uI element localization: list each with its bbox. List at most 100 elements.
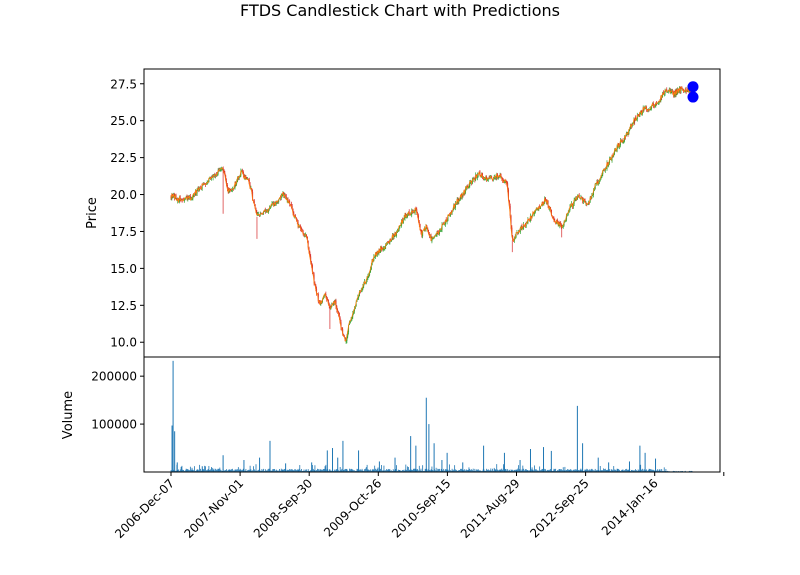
volume-bar [230,469,232,472]
volume-bar [373,469,375,472]
price-ylabel: Price [85,197,100,229]
volume-bar [356,468,358,472]
volume-bar [214,470,216,472]
volume-bar [499,469,501,472]
volume-bar [274,468,275,472]
volume-bar [394,457,396,472]
volume-bar [211,467,212,472]
volume-bar [412,469,413,472]
volume-bar [241,470,243,472]
candle-body [178,197,180,202]
candle-body [481,173,483,177]
candlestick [441,221,443,233]
candle-body [519,228,521,233]
volume-bar [437,468,439,472]
volume-bar [689,470,690,472]
volume-bar [603,468,605,472]
candle-body [509,205,511,216]
volume-bar [648,468,650,472]
volume-bar [574,470,576,472]
volume-bar [288,469,290,472]
volume-bar [310,470,312,472]
volume-bar [368,469,370,472]
volume-bar [370,470,372,472]
candle-body [548,205,550,209]
candle-body [560,222,562,226]
volume-bar [496,464,498,472]
volume-bar [340,470,342,472]
volume-bar [285,470,287,472]
candle-body [512,236,514,241]
volume-bar [618,469,620,472]
volume-bar [615,469,616,472]
volume-bar [318,470,320,472]
volume-bar [248,469,250,472]
volume-bar [464,469,466,472]
candle-body [268,208,270,213]
volume-bar [242,469,243,472]
candle-body [446,220,448,223]
volume-bar [269,468,270,472]
volume-bar [212,469,214,472]
volume-bar [225,469,227,472]
chart-title: FTDS Candlestick Chart with Predictions [240,1,560,20]
volume-bar [519,460,521,472]
candle-body [287,198,289,203]
volume-bar [320,469,322,472]
candle-body [398,226,400,231]
volume-bar [567,469,568,472]
volume-bar [457,470,459,472]
volume-bar [338,470,340,472]
candle-body [212,176,214,178]
volume-bar [418,465,420,472]
prediction-marker [687,91,699,103]
volume-bar [261,469,263,472]
volume-bar [540,469,542,472]
candle-body [274,203,275,206]
candle-body [544,198,546,204]
volume-bar [303,469,305,472]
volume-bar [589,470,591,472]
volume-bar [555,468,557,472]
candle-body [226,185,228,189]
volume-bar [406,469,408,472]
volume-bar [430,469,432,472]
candle-body [547,200,549,206]
candle-body [310,256,312,263]
volume-bar [301,470,303,472]
volume-bar [359,469,360,472]
volume-bar [421,470,423,472]
volume-bar [610,469,612,472]
candlestick [666,87,668,93]
candle-body [358,295,360,298]
volume-bar [304,470,306,472]
volume-bar [198,470,200,472]
volume-ytick-label: 100000 [91,418,137,432]
volume-bar [236,469,238,472]
volume-bar [476,469,477,472]
volume-bar [566,469,567,472]
volume-bar [673,470,674,472]
x-tick-label: 2006-Dec-07 [112,476,177,541]
volume-bar [540,470,541,472]
volume-bar [684,470,686,472]
volume-bar [524,470,525,472]
volume-bar [426,468,428,472]
price-ytick-label: 25.0 [110,114,137,128]
candle-body [362,286,364,290]
volume-bar [271,470,273,472]
candle-body [382,247,384,251]
volume-bar [517,468,519,472]
volume-bar [273,469,275,472]
volume-bar [354,470,355,472]
candle-body [412,210,414,212]
candle-body [259,214,261,216]
volume-bar [381,470,383,472]
volume-bar [404,469,406,472]
volume-bar [595,470,597,472]
volume-bar [211,467,213,472]
volume-bar [424,468,426,472]
candle-body [349,320,351,323]
volume-bar [187,469,189,472]
volume-bar [195,470,197,472]
